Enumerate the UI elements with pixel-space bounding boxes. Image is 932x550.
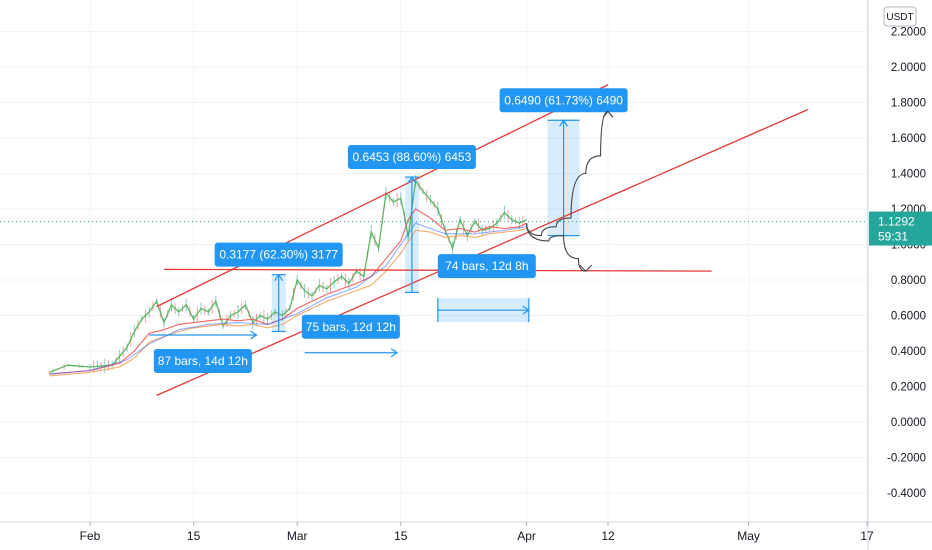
x-tick-label: Feb — [80, 529, 101, 543]
series-line — [49, 222, 527, 375]
projection-arrowhead — [602, 110, 614, 118]
date-range-arrow — [522, 305, 530, 315]
price-range-label: 0.6453 (88.60%) 6453 — [353, 150, 472, 164]
date-range-arrow — [250, 330, 258, 340]
annotation-foreground[interactable]: 0.3177 (62.30%) 3177 0.6453 (88.60%) 6453… — [0, 84, 868, 396]
x-tick-label: Apr — [517, 529, 536, 543]
x-tick-label: 15 — [394, 529, 408, 543]
price-axis-background — [868, 0, 932, 550]
currency-label: USDT — [886, 12, 913, 23]
price-range-arrow — [559, 119, 569, 127]
series-layer — [48, 175, 527, 377]
y-tick-label: 2.0000 — [891, 62, 926, 74]
series-line — [49, 208, 527, 375]
y-tick-label: 1.4000 — [891, 169, 926, 181]
x-tick-label: May — [737, 529, 760, 543]
time-axis-background — [0, 522, 932, 550]
date-range-arrow — [390, 348, 399, 358]
y-tick-label: 1.6000 — [891, 133, 926, 145]
y-tick-label: 0.2000 — [891, 382, 926, 394]
currency-badge[interactable] — [883, 6, 917, 27]
grid — [0, 0, 868, 522]
date-range-label-box[interactable] — [437, 254, 536, 279]
date-range-label: 74 bars, 12d 8h — [445, 259, 528, 273]
y-tick-label: -0.2000 — [887, 453, 926, 465]
projection-path[interactable] — [526, 223, 586, 272]
date-range-label: 87 bars, 14d 12h — [158, 354, 248, 368]
price-range-label-box[interactable] — [347, 145, 476, 170]
countdown-label: 59:31 — [878, 230, 908, 244]
date-range-label-box[interactable] — [153, 349, 252, 374]
x-tick-label: 15 — [187, 529, 201, 543]
price-range-label: 0.3177 (62.30%) 3177 — [219, 248, 338, 262]
price-range-label-box[interactable] — [214, 242, 343, 267]
x-tick-label: 12 — [601, 529, 615, 543]
y-tick-label: 2.2000 — [891, 27, 926, 39]
price-range-label-box[interactable] — [499, 88, 628, 113]
price-range-arrow — [274, 273, 284, 282]
y-tick-label: 0.6000 — [891, 311, 926, 323]
y-tick-label: 0.0000 — [891, 417, 926, 429]
series-line — [49, 178, 527, 373]
x-tick-label: Mar — [287, 529, 308, 543]
price-range-label: 0.6490 (61.73%) 6490 — [504, 93, 623, 107]
current-price-label: 1.1292 — [878, 215, 915, 229]
y-tick-label: 1.8000 — [891, 98, 926, 110]
projection-path[interactable] — [526, 110, 609, 237]
date-range-label-box[interactable] — [301, 314, 400, 339]
x-tick-label: 17 — [860, 529, 874, 543]
y-tick-label: -0.4000 — [887, 488, 926, 500]
y-tick-label: 0.4000 — [891, 346, 926, 358]
y-tick-label: 0.8000 — [891, 275, 926, 287]
price-range-arrow — [407, 175, 417, 184]
current-price-badge — [869, 211, 932, 246]
trend-line[interactable] — [156, 109, 809, 396]
date-range-label: 75 bars, 12d 12h — [306, 320, 396, 334]
trend-line[interactable] — [156, 84, 609, 308]
projection-arrowhead — [579, 264, 593, 272]
